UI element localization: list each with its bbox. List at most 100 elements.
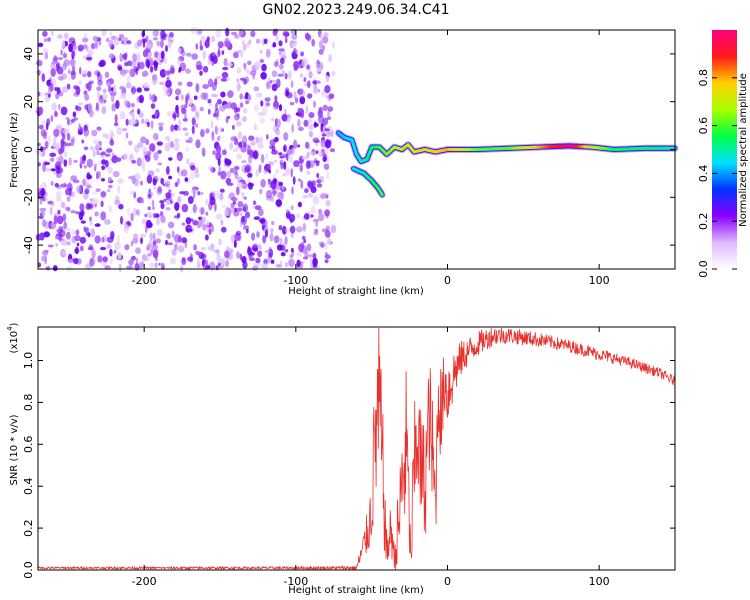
noise-speckle: [318, 150, 323, 157]
noise-speckle: [304, 188, 309, 194]
noise-speckle: [306, 170, 311, 175]
noise-speckle: [248, 39, 252, 45]
noise-speckle: [296, 226, 303, 233]
noise-speckle: [165, 167, 170, 174]
noise-speckle: [265, 153, 269, 159]
signal-track-segment: [379, 191, 384, 197]
noise-speckle: [278, 225, 283, 231]
noise-speckle: [126, 265, 133, 270]
noise-speckle: [211, 132, 215, 141]
noise-speckle: [221, 205, 228, 209]
noise-speckle: [313, 121, 317, 128]
noise-speckle: [252, 150, 259, 160]
noise-speckle: [311, 38, 316, 47]
noise-speckle: [242, 43, 247, 52]
noise-speckle: [87, 103, 92, 112]
noise-speckle: [233, 239, 237, 248]
noise-speckle: [298, 107, 304, 115]
noise-speckle: [225, 260, 229, 268]
noise-speckle: [189, 171, 196, 180]
noise-speckle: [301, 235, 306, 240]
noise-speckle: [117, 184, 121, 194]
noise-speckle: [257, 143, 260, 148]
noise-speckle: [72, 257, 79, 265]
noise-speckle: [168, 32, 174, 38]
noise-speckle: [190, 165, 196, 171]
noise-speckle: [166, 233, 171, 240]
x-tick-label: -200: [132, 274, 157, 287]
noise-speckle: [262, 234, 267, 244]
noise-speckle: [117, 66, 123, 71]
y-tick-label: -20: [22, 188, 35, 206]
noise-speckle: [255, 257, 261, 264]
noise-speckle: [266, 134, 269, 140]
noise-speckle: [146, 211, 154, 217]
noise-speckle: [310, 205, 316, 215]
colorbar-ticks: 0.0 0.2 0.4 0.6 0.8: [697, 69, 737, 278]
noise-speckle: [79, 236, 87, 244]
noise-speckle: [195, 43, 199, 50]
noise-speckle: [243, 141, 247, 148]
noise-speckle: [282, 153, 288, 159]
noise-speckle: [135, 247, 141, 255]
noise-speckle: [240, 191, 245, 198]
noise-speckle: [166, 70, 173, 74]
noise-speckle: [48, 84, 53, 94]
noise-speckle: [147, 194, 152, 199]
noise-speckle: [217, 50, 221, 58]
noise-speckle: [260, 100, 264, 107]
noise-speckle: [185, 147, 190, 152]
noise-speckle: [230, 234, 236, 243]
noise-speckle: [278, 50, 282, 56]
noise-speckle: [176, 178, 181, 185]
noise-speckle: [199, 70, 203, 76]
noise-speckle: [217, 259, 223, 263]
noise-speckle: [202, 50, 207, 60]
noise-speckle: [221, 226, 227, 233]
noise-speckle: [93, 139, 99, 145]
noise-speckle: [60, 49, 63, 56]
noise-speckle: [241, 215, 246, 223]
noise-speckle: [318, 213, 325, 222]
noise-speckle: [223, 103, 231, 109]
noise-speckle: [188, 97, 193, 106]
noise-speckle: [106, 166, 111, 170]
noise-speckle: [87, 204, 94, 209]
noise-speckle: [221, 71, 229, 79]
noise-speckle: [274, 95, 278, 102]
noise-speckle: [48, 94, 51, 98]
noise-speckle: [44, 140, 49, 149]
noise-speckle: [87, 232, 91, 238]
noise-speckle: [206, 36, 210, 42]
noise-speckle: [43, 231, 50, 238]
noise-speckle: [259, 117, 265, 124]
noise-speckle: [42, 219, 47, 228]
noise-speckle: [88, 244, 94, 250]
noise-speckle: [75, 229, 80, 236]
noise-speckle: [89, 257, 95, 267]
noise-speckle: [110, 132, 115, 138]
noise-speckle: [308, 131, 314, 138]
noise-speckle: [195, 111, 200, 118]
noise-speckle: [284, 109, 287, 114]
noise-speckle: [305, 105, 309, 114]
noise-speckle: [118, 203, 124, 210]
noise-speckle: [233, 51, 239, 59]
noise-speckle: [191, 53, 198, 60]
noise-speckle: [233, 165, 240, 171]
noise-speckle: [258, 138, 262, 143]
noise-speckle: [90, 42, 96, 50]
noise-speckle: [200, 92, 206, 100]
noise-speckle: [205, 234, 209, 241]
noise-speckle: [239, 49, 244, 58]
noise-speckle: [156, 217, 160, 226]
noise-speckle: [291, 123, 295, 133]
noise-speckle: [155, 238, 161, 244]
noise-speckle: [137, 39, 143, 47]
colorbar-tick-label: 0.0: [697, 260, 710, 278]
noise-speckle: [113, 84, 116, 92]
noise-speckle: [274, 159, 278, 163]
noise-speckle: [159, 39, 164, 49]
noise-speckle: [100, 191, 107, 198]
noise-speckle: [68, 157, 72, 166]
